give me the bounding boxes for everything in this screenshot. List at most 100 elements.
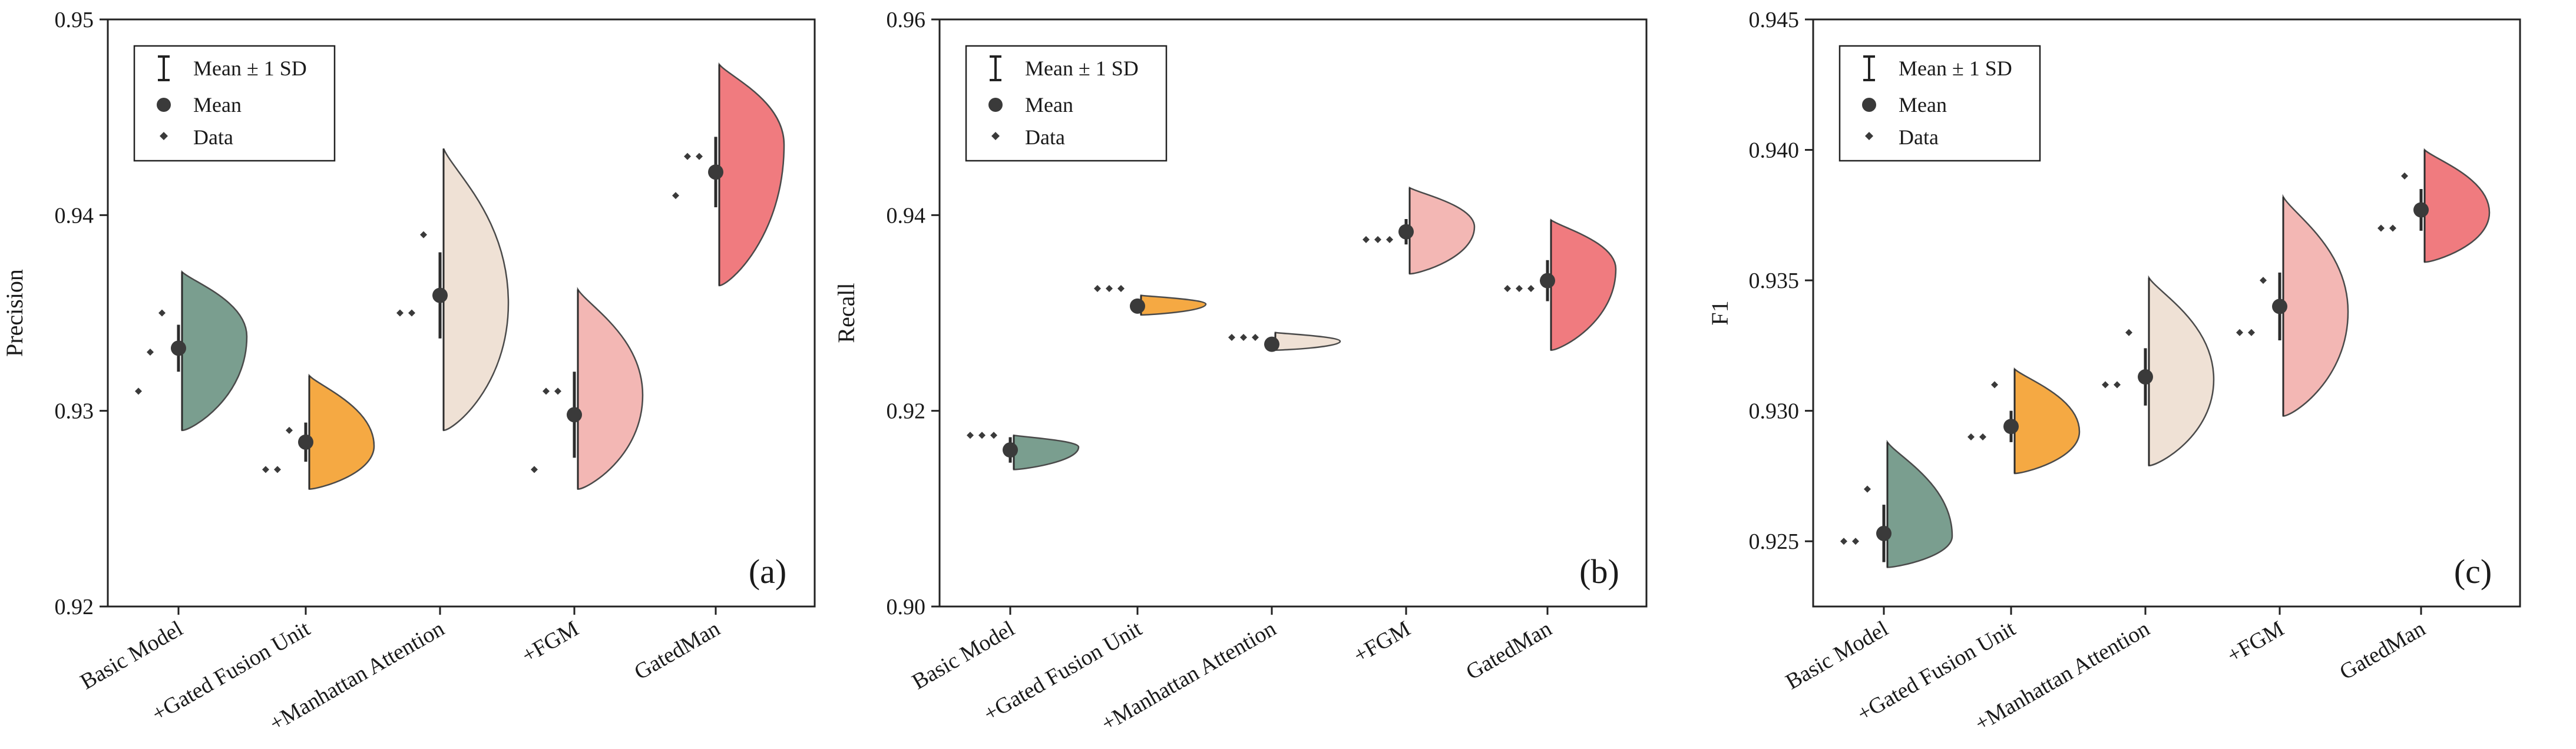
violin-shape <box>2423 148 2491 263</box>
legend-label-mean: Mean <box>193 93 242 117</box>
plot-frame <box>107 18 816 608</box>
x-tick-label: +FGM <box>1350 616 1415 668</box>
y-tick-label: 0.940 <box>1749 138 1800 163</box>
mean-point <box>1130 298 1145 314</box>
x-tick-label: +FGM <box>518 616 583 668</box>
data-point <box>684 153 691 160</box>
data-point <box>1374 236 1381 243</box>
data-point <box>2401 172 2408 180</box>
y-tick-label: 0.93 <box>55 399 94 424</box>
mean-point <box>2138 369 2153 385</box>
data-point <box>2114 381 2121 389</box>
mean-point <box>171 340 186 356</box>
violin-shape <box>1140 294 1207 316</box>
mean-point <box>1003 442 1018 458</box>
x-tick-label: GatedMan <box>630 616 725 685</box>
data-point <box>1864 485 1871 493</box>
data-point <box>1991 381 1998 389</box>
y-tick-label: 0.92 <box>55 595 94 619</box>
data-point <box>1516 284 1523 292</box>
legend-mean-symbol <box>988 98 1003 112</box>
y-axis-title: F1 <box>1707 300 1733 325</box>
data-point <box>543 387 550 395</box>
violin-shape <box>2282 194 2349 417</box>
legend-data-symbol <box>1865 132 1873 140</box>
data-point <box>2377 224 2385 232</box>
x-tick-label: Basic Model <box>908 616 1019 694</box>
legend-data-symbol <box>991 132 1000 140</box>
data-point <box>420 231 427 238</box>
violin-shape <box>308 373 375 490</box>
data-point <box>990 432 997 439</box>
data-point <box>967 432 974 439</box>
mean-point <box>1264 336 1279 352</box>
panel-c: 0.925 0.930 0.935 0.940 0.945 F1 (c) Basic Mode… <box>1707 8 2521 736</box>
y-tick-label: 0.92 <box>887 399 926 424</box>
panel-label: (b) <box>1579 552 1619 591</box>
data-point <box>531 466 538 473</box>
data-point <box>1106 284 1113 292</box>
legend-label-sd: Mean ± 1 SD <box>193 57 307 80</box>
y-tick-label: 0.925 <box>1749 529 1800 554</box>
plot-frame <box>938 18 1648 608</box>
legend-mean-symbol <box>1862 98 1876 112</box>
y-axis-title: Precision <box>1 269 28 357</box>
data-point <box>672 192 679 200</box>
y-tick-label: 0.95 <box>55 8 94 32</box>
legend-mean-symbol <box>157 98 171 112</box>
plot-frame <box>1812 18 2521 608</box>
data-point <box>696 153 703 160</box>
panel-label: (c) <box>2454 552 2492 591</box>
y-tick-label: 0.930 <box>1749 399 1800 424</box>
data-point <box>396 309 404 317</box>
data-point <box>1094 284 1101 292</box>
data-point <box>135 387 142 395</box>
mean-point <box>1540 273 1555 289</box>
data-point <box>978 432 986 439</box>
y-tick-label: 0.945 <box>1749 8 1800 32</box>
legend-label-mean: Mean <box>1025 93 1073 117</box>
violin-shape <box>2013 367 2081 475</box>
mean-point <box>708 164 723 180</box>
violin-shape <box>181 270 248 432</box>
legend-label-data: Data <box>1899 125 1939 149</box>
y-tick-label: 0.96 <box>887 8 926 32</box>
x-tick-label: +FGM <box>2223 616 2289 668</box>
data-point <box>1363 236 1370 243</box>
violin-shape <box>1550 218 1617 351</box>
data-point <box>286 426 293 434</box>
data-point <box>147 348 154 356</box>
mean-point <box>2413 202 2429 218</box>
y-axis-title: Recall <box>833 283 859 343</box>
data-point <box>2125 329 2132 336</box>
data-point <box>1252 334 1259 342</box>
legend-label-data: Data <box>1025 125 1065 149</box>
data-point <box>2260 277 2267 284</box>
legend-label-sd: Mean ± 1 SD <box>1899 57 2012 80</box>
data-point <box>158 309 166 317</box>
data-point <box>274 466 281 473</box>
violin-shape <box>1408 186 1476 275</box>
violin-shape <box>2148 275 2215 466</box>
y-tick-label: 0.94 <box>55 203 94 228</box>
violin-shape <box>1274 332 1341 351</box>
violin-shape <box>1886 439 1953 568</box>
legend-label-sd: Mean ± 1 SD <box>1025 57 1139 80</box>
data-point <box>1979 433 1986 440</box>
mean-point <box>2272 299 2287 314</box>
data-point <box>2389 224 2396 232</box>
mean-point <box>567 407 582 423</box>
data-point <box>1240 334 1247 342</box>
mean-point <box>432 287 448 303</box>
mean-point <box>2003 419 2019 435</box>
x-tick-label: Basic Model <box>1781 616 1892 694</box>
data-point <box>554 387 561 395</box>
data-point <box>2248 329 2255 336</box>
data-point <box>1386 236 1393 243</box>
legend-data-symbol <box>160 132 168 140</box>
data-point <box>1504 284 1511 292</box>
data-point <box>1967 433 1975 440</box>
data-point <box>2102 381 2109 389</box>
panel-a: 0.92 0.93 0.94 0.95 Precision (a) Basic Model +… <box>1 8 816 736</box>
